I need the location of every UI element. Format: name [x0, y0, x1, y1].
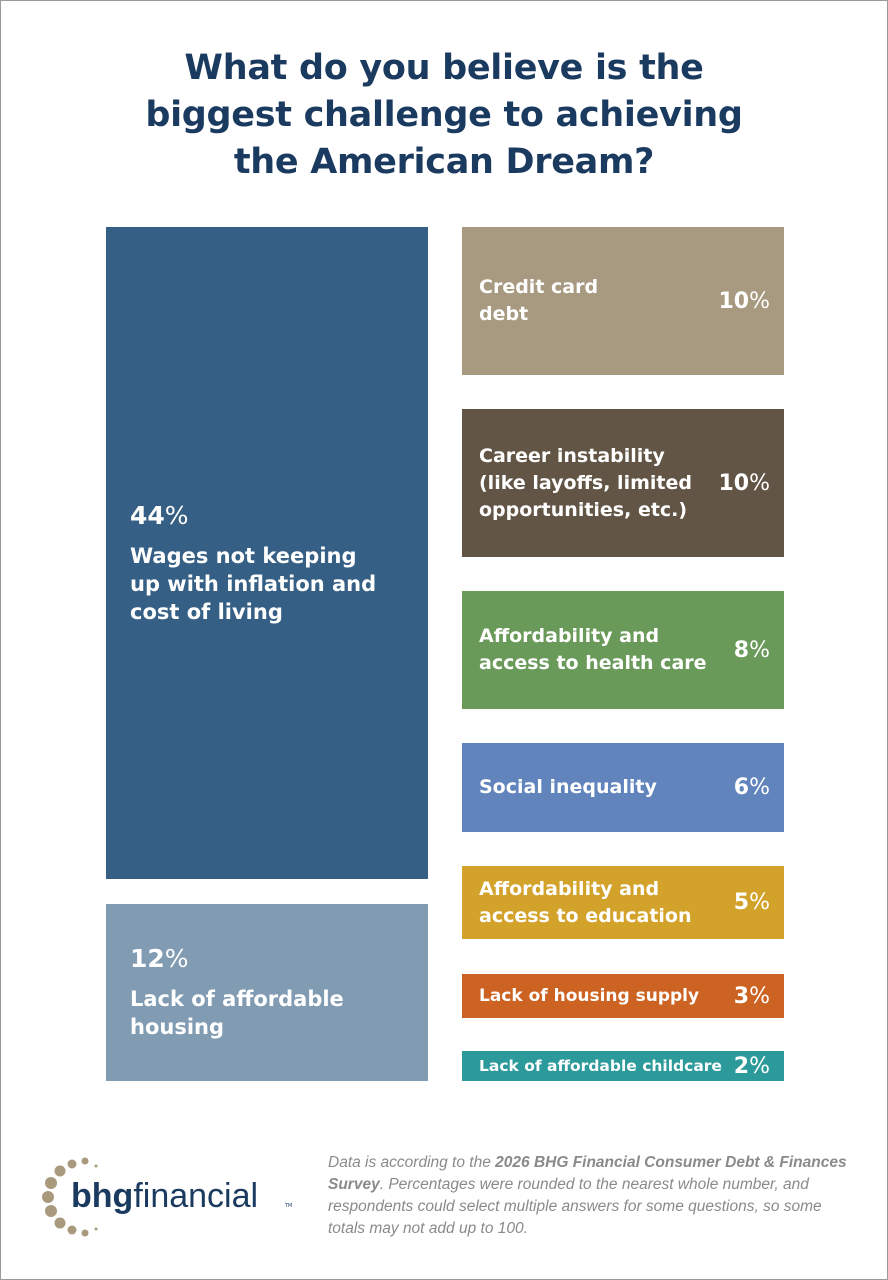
- category-label: Lack of affordable childcare: [479, 1056, 722, 1075]
- category-label: Lack of housing supply: [479, 985, 700, 1006]
- bar-2: 12% Lack of affordable housing: [106, 904, 428, 1081]
- bar-3: Credit card debt 10%: [462, 227, 784, 375]
- category-label: Credit card debt: [479, 276, 599, 325]
- category-label: Affordability and access to education: [479, 877, 692, 927]
- footnote: Data is according to the 2026 BHG Financ…: [328, 1154, 847, 1237]
- data-label: 6%: [733, 775, 770, 800]
- category-label: Career instability (like layoffs, limite…: [479, 444, 692, 521]
- logo-tm: TM: [284, 1203, 292, 1209]
- data-label: 10%: [718, 288, 770, 314]
- bar-6: Social inequality 6%: [462, 743, 784, 832]
- bar-8: Lack of housing supply 3%: [462, 974, 784, 1018]
- data-label: 2%: [733, 1053, 770, 1079]
- category-label: Affordability and access to health care: [479, 625, 707, 674]
- logo-light: financial: [133, 1177, 258, 1215]
- data-label: 8%: [733, 637, 770, 663]
- bar-4: Career instability (like layoffs, limite…: [462, 409, 784, 557]
- data-label: 44%: [130, 500, 189, 530]
- bar-7: Affordability and access to education 5%: [462, 866, 784, 939]
- bhg-financial-logo: bhgfinancial TM: [42, 1157, 292, 1237]
- category-label: Lack of affordable housing: [130, 987, 344, 1039]
- logo-dots-icon: [42, 1157, 98, 1237]
- category-label: Social inequality: [479, 776, 657, 798]
- svg-text:bhgfinancial: bhgfinancial: [71, 1177, 258, 1215]
- bar-9: Lack of affordable childcare 2%: [462, 1051, 784, 1081]
- data-label: 5%: [733, 890, 770, 915]
- data-label: 12%: [130, 944, 189, 973]
- data-label: 10%: [718, 470, 770, 496]
- logo-bold: bhg: [71, 1177, 133, 1215]
- chart-title: What do you believe is the biggest chall…: [145, 48, 743, 182]
- bar-1: 44% Wages not keeping up with inflation a…: [106, 227, 428, 879]
- bar-5: Affordability and access to health care 8…: [462, 591, 784, 709]
- category-label: Wages not keeping up with inflation and …: [130, 543, 377, 624]
- data-label: 3%: [733, 983, 770, 1009]
